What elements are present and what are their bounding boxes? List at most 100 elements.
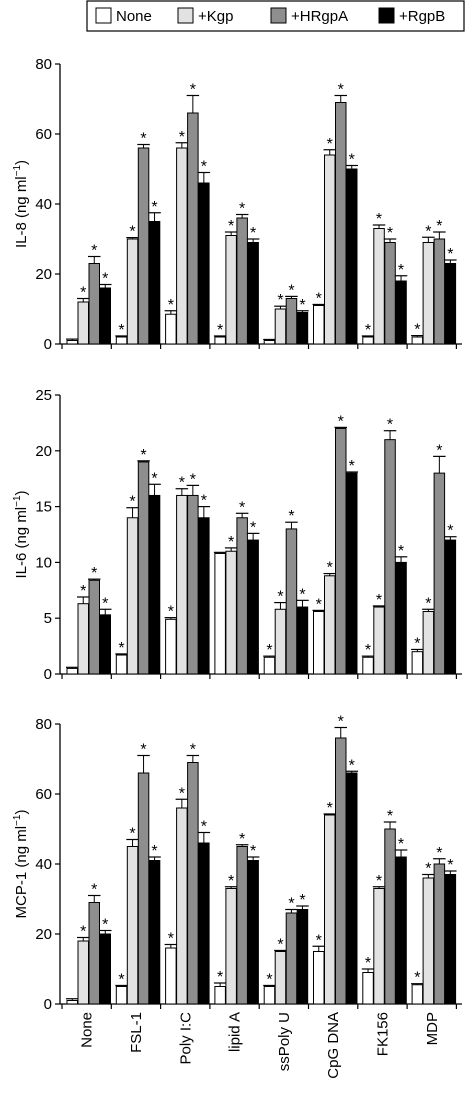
significance-asterisk: * — [425, 595, 431, 612]
bar-hrgpa-cpg-dna — [335, 427, 347, 675]
bar-hrgpa-fsl-1 — [137, 147, 150, 345]
significance-asterisk: * — [387, 225, 393, 242]
panel-1: 0 20 40 60 80 IL-8 (ng ml−1) * * * * * * * * * * * * * * * * *… — [12, 56, 462, 353]
y-tick-label: 60 — [35, 786, 52, 803]
bar-none-none — [66, 667, 78, 675]
significance-asterisk: * — [338, 413, 344, 430]
significance-asterisk: * — [201, 159, 207, 176]
y-axis-label: IL-6 (ng ml−1) — [12, 490, 30, 578]
bar-rgpb-sspoly-u — [296, 606, 309, 675]
significance-asterisk: * — [190, 471, 196, 488]
significance-asterisk: * — [414, 635, 420, 652]
significance-asterisk: * — [414, 970, 420, 987]
x-category-label-fsl-1: FSL-1 — [128, 1012, 145, 1053]
legend-swatch-hrgpa — [270, 7, 287, 24]
y-tick-label: 25 — [35, 387, 52, 404]
y-axis-label-main: IL-6 (ng ml — [13, 507, 30, 579]
bar-rgpb-mdp — [444, 263, 457, 345]
y-tick-label: 0 — [44, 336, 52, 353]
significance-asterisk: * — [277, 292, 283, 309]
y-tick-label: 80 — [35, 56, 52, 73]
bar-hrgpa-poly-i-c — [187, 494, 199, 675]
significance-asterisk: * — [425, 223, 431, 240]
x-category-label-sspoly-u: ssPoly U — [276, 1012, 293, 1071]
significance-asterisk: * — [91, 243, 97, 260]
significance-asterisk: * — [299, 586, 305, 603]
significance-asterisk: * — [168, 931, 174, 948]
bar-none-none — [66, 340, 78, 345]
bar-hrgpa-fsl-1 — [137, 772, 150, 1005]
bar-hrgpa-mdp — [433, 238, 446, 345]
bar-rgpb-lipid-a — [247, 539, 259, 675]
y-axis-label-sup: −1 — [12, 495, 23, 507]
significance-asterisk: * — [102, 271, 108, 288]
bar-none-mdp — [411, 984, 424, 1005]
bar-none-cpg-dna — [313, 611, 325, 675]
significance-asterisk: * — [288, 896, 294, 913]
significance-asterisk: * — [349, 458, 355, 475]
legend-swatch-rgpb — [378, 7, 395, 24]
significance-asterisk: * — [201, 819, 207, 836]
bar-rgpb-none — [99, 287, 111, 345]
bar-hrgpa-none — [88, 579, 100, 675]
y-tick-label: 5 — [44, 610, 52, 627]
legend: None +Kgp +HRgpA +RgpB — [86, 0, 465, 32]
significance-asterisk: * — [414, 322, 420, 339]
legend-label-hrgpa: +HRgpA — [291, 8, 348, 25]
significance-asterisk: * — [349, 152, 355, 169]
significance-asterisk: * — [217, 322, 223, 339]
significance-asterisk: * — [288, 508, 294, 525]
bar-none-sspoly-u — [263, 986, 276, 1005]
bar-hrgpa-lipid-a — [236, 217, 248, 345]
significance-asterisk: * — [140, 131, 146, 148]
significance-asterisk: * — [91, 565, 97, 582]
significance-asterisk: * — [398, 262, 404, 279]
significance-asterisk: * — [250, 225, 256, 242]
bar-hrgpa-mdp — [433, 863, 446, 1005]
bar-hrgpa-sspoly-u — [285, 912, 298, 1005]
significance-asterisk: * — [349, 757, 355, 774]
bar-rgpb-fsl-1 — [148, 494, 161, 675]
bar-none-mdp — [411, 651, 424, 675]
significance-asterisk: * — [179, 785, 185, 802]
significance-asterisk: * — [151, 470, 157, 487]
bar-none-lipid-a — [214, 552, 226, 675]
significance-asterisk: * — [387, 417, 393, 434]
bar-rgpb-fk156 — [395, 856, 407, 1005]
x-category-label-lipid-a: lipid A — [227, 1012, 244, 1052]
x-category-label-mdp: MDP — [424, 1012, 441, 1045]
significance-asterisk: * — [447, 246, 453, 263]
bar-none-lipid-a — [214, 986, 226, 1005]
bar-none-sspoly-u — [263, 656, 276, 675]
significance-asterisk: * — [398, 543, 404, 560]
significance-asterisk: * — [376, 211, 382, 228]
y-tick-label: 20 — [35, 926, 52, 943]
significance-asterisk: * — [179, 129, 185, 146]
significance-asterisk: * — [327, 800, 333, 817]
significance-asterisk: * — [436, 442, 442, 459]
significance-asterisk: * — [250, 519, 256, 536]
legend-label-rgpb: +RgpB — [399, 8, 445, 25]
significance-asterisk: * — [91, 882, 97, 899]
significance-asterisk: * — [239, 499, 245, 516]
bar-hrgpa-sspoly-u — [285, 528, 298, 675]
bar-kgp-poly-i-c — [176, 147, 188, 345]
bar-rgpb-cpg-dna — [346, 472, 358, 675]
panel-3: 0 20 40 60 80 MCP-1 (ng ml−1) * * * * * * * * * * * * * * * *… — [12, 714, 462, 1013]
bar-kgp-lipid-a — [225, 888, 237, 1005]
bar-none-poly-i-c — [165, 947, 177, 1005]
bar-rgpb-poly-i-c — [198, 182, 210, 345]
bar-hrgpa-sspoly-u — [285, 298, 298, 345]
bar-hrgpa-lipid-a — [236, 846, 248, 1005]
significance-asterisk: * — [239, 201, 245, 218]
significance-asterisk: * — [338, 82, 344, 99]
significance-asterisk: * — [228, 218, 234, 235]
bar-none-fsl-1 — [115, 986, 128, 1005]
significance-asterisk: * — [140, 447, 146, 464]
bar-rgpb-sspoly-u — [296, 909, 309, 1005]
y-tick-label: 40 — [35, 196, 52, 213]
bar-kgp-mdp — [422, 877, 435, 1005]
significance-asterisk: * — [201, 493, 207, 510]
bar-rgpb-lipid-a — [247, 242, 259, 345]
